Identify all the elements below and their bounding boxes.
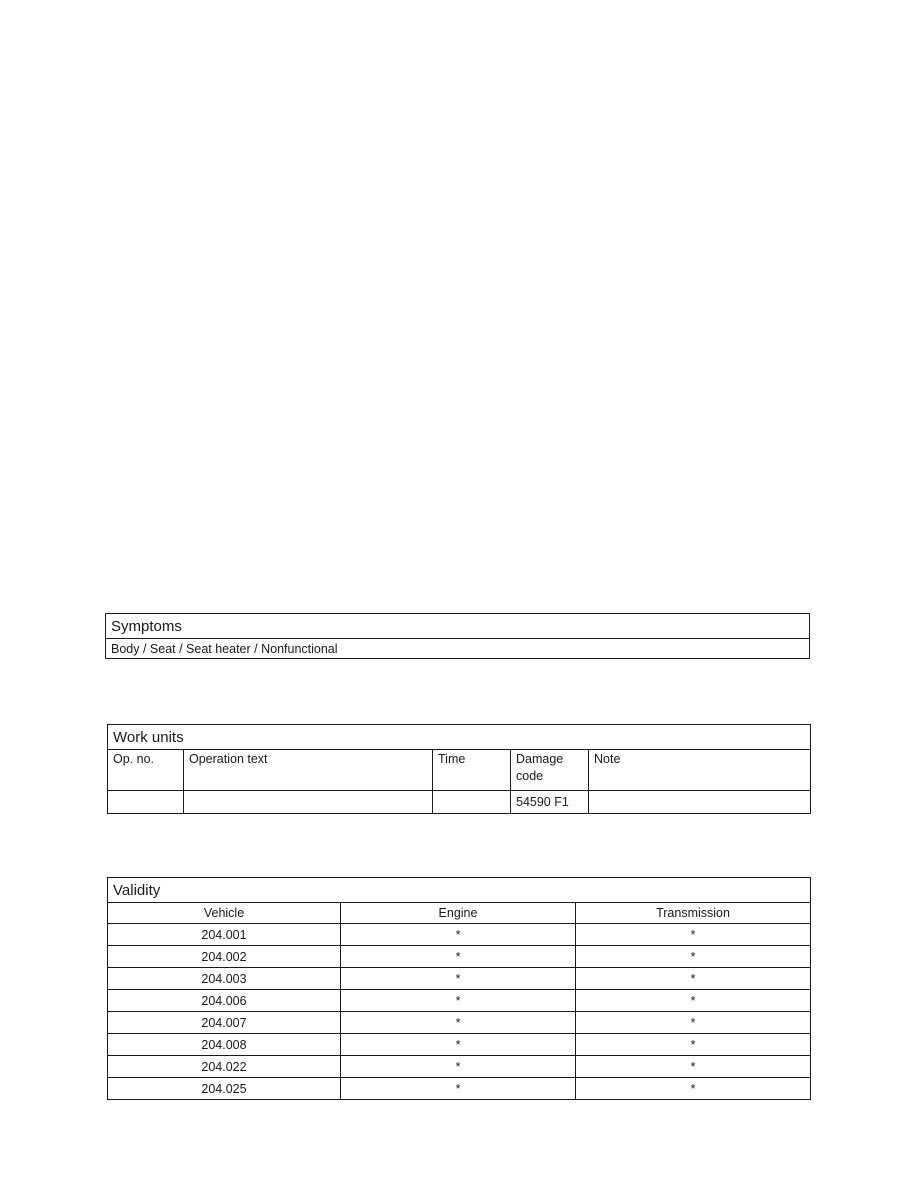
validity-row: 204.001 * * (107, 923, 812, 946)
cell-vehicle: 204.008 (107, 1033, 341, 1056)
cell-damage-code: 54590 F1 (510, 790, 589, 814)
work-units-data-row: 54590 F1 (107, 790, 812, 814)
cell-engine: * (340, 1077, 576, 1100)
work-units-title: Work units (106, 724, 812, 750)
column-header-note: Note (587, 749, 812, 791)
cell-op-no (107, 790, 184, 814)
cell-vehicle: 204.003 (107, 967, 341, 990)
cell-engine: * (340, 989, 576, 1012)
validity-header-row: Vehicle Engine Transmission (107, 902, 812, 924)
cell-transmission: * (574, 923, 812, 946)
cell-transmission: * (574, 1077, 812, 1100)
column-header-damage-code: Damage code (510, 749, 589, 791)
cell-vehicle: 204.007 (107, 1011, 341, 1034)
cell-transmission: * (574, 967, 812, 990)
cell-operation-text (183, 790, 433, 814)
work-units-header-row: Op. no. Operation text Time Damage code … (107, 749, 812, 791)
cell-engine: * (340, 1011, 576, 1034)
symptom-text: Body / Seat / Seat heater / Nonfunctiona… (105, 638, 810, 659)
validity-row: 204.008 * * (107, 1033, 812, 1056)
symptoms-table: Symptoms Body / Seat / Seat heater / Non… (105, 613, 810, 659)
column-header-engine: Engine (340, 902, 576, 924)
cell-transmission: * (574, 1055, 812, 1078)
validity-row: 204.002 * * (107, 945, 812, 968)
validity-title: Validity (106, 877, 812, 903)
cell-engine: * (340, 923, 576, 946)
work-units-title-row: Work units (106, 724, 812, 750)
validity-table: Validity Vehicle Engine Transmission 204… (106, 877, 812, 1100)
cell-engine: * (340, 945, 576, 968)
validity-row: 204.006 * * (107, 989, 812, 1012)
cell-vehicle: 204.006 (107, 989, 341, 1012)
cell-transmission: * (574, 1033, 812, 1056)
validity-row: 204.007 * * (107, 1011, 812, 1034)
validity-row: 204.025 * * (107, 1077, 812, 1100)
symptoms-data-row: Body / Seat / Seat heater / Nonfunctiona… (105, 638, 810, 659)
cell-time (432, 790, 511, 814)
symptoms-title-row: Symptoms (105, 613, 810, 639)
validity-title-row: Validity (106, 877, 812, 903)
column-header-operation-text: Operation text (183, 749, 433, 791)
cell-transmission: * (574, 945, 812, 968)
cell-vehicle: 204.022 (107, 1055, 341, 1078)
cell-engine: * (340, 1033, 576, 1056)
cell-engine: * (340, 967, 576, 990)
cell-vehicle: 204.025 (107, 1077, 341, 1100)
column-header-op-no: Op. no. (107, 749, 184, 791)
symptoms-title: Symptoms (105, 613, 810, 639)
cell-vehicle: 204.001 (107, 923, 341, 946)
cell-transmission: * (574, 989, 812, 1012)
cell-vehicle: 204.002 (107, 945, 341, 968)
column-header-time: Time (432, 749, 511, 791)
validity-row: 204.022 * * (107, 1055, 812, 1078)
cell-engine: * (340, 1055, 576, 1078)
column-header-vehicle: Vehicle (107, 902, 341, 924)
cell-note (587, 790, 812, 814)
validity-row: 204.003 * * (107, 967, 812, 990)
column-header-transmission: Transmission (574, 902, 812, 924)
work-units-table: Work units Op. no. Operation text Time D… (106, 724, 812, 814)
cell-transmission: * (574, 1011, 812, 1034)
